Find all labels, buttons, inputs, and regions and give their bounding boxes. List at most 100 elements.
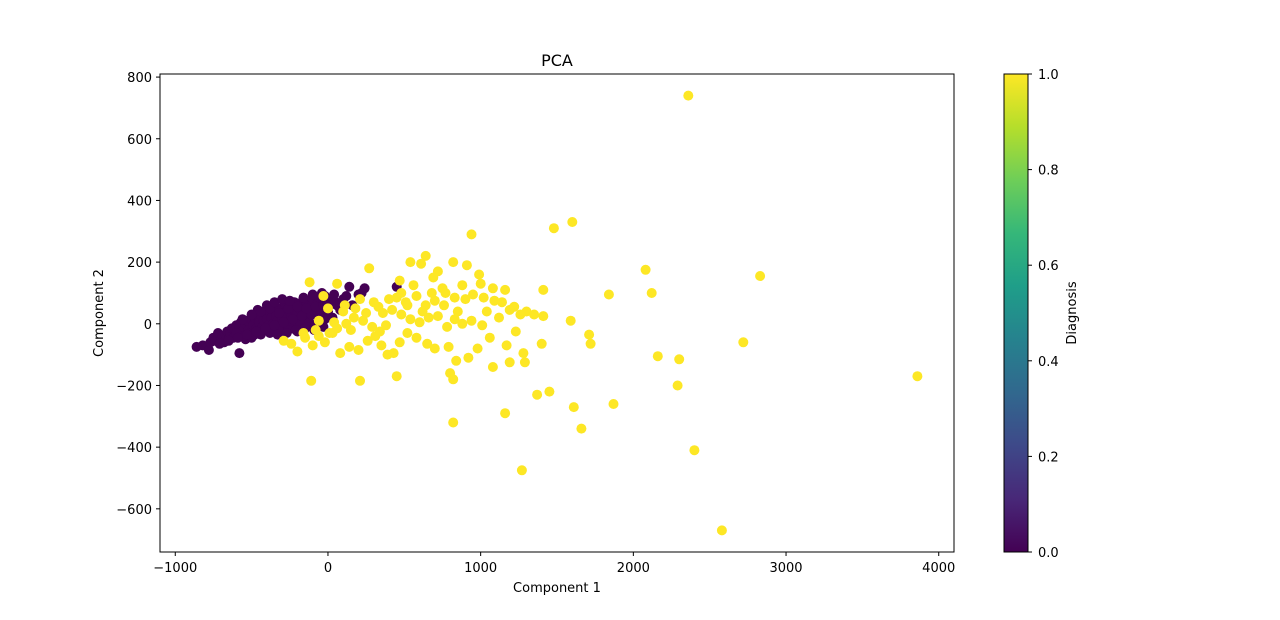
scatter-point — [402, 328, 413, 338]
scatter-point — [538, 311, 549, 322]
scatter-point — [912, 371, 923, 382]
scatter-point — [255, 306, 266, 317]
scatter-point — [319, 337, 330, 348]
scatter-point — [344, 341, 355, 352]
points-layer — [191, 90, 923, 536]
scatter-point — [442, 321, 453, 332]
scatter-point — [448, 257, 459, 268]
scatter-point — [603, 289, 614, 300]
scatter-point — [472, 343, 483, 354]
colorbar-tick-label: 0.2 — [1038, 450, 1059, 465]
scatter-point — [329, 317, 340, 328]
chart-title: PCA — [541, 51, 573, 70]
scatter-point — [292, 346, 303, 357]
scatter-point — [341, 318, 352, 329]
scatter-point — [443, 341, 454, 352]
scatter-point — [278, 317, 289, 328]
scatter-point — [544, 386, 555, 397]
colorbar-tick-label: 0.0 — [1038, 546, 1059, 561]
scatter-point — [449, 314, 460, 325]
y-axis-label: Component 2 — [92, 269, 107, 357]
scatter-point — [405, 257, 416, 268]
scatter-point — [423, 312, 434, 323]
scatter-point — [451, 355, 462, 366]
scatter-point — [408, 280, 419, 291]
scatter-point — [361, 308, 372, 318]
scatter-point — [313, 315, 324, 326]
scatter-point — [332, 278, 343, 289]
scatter-point — [738, 337, 749, 348]
scatter-point — [277, 294, 288, 305]
scatter-point — [237, 314, 248, 325]
scatter-point — [452, 306, 463, 317]
scatter-point — [251, 326, 262, 337]
scatter-point — [518, 348, 529, 359]
scatter-point — [358, 315, 369, 326]
scatter-point — [304, 277, 315, 288]
scatter-point — [278, 335, 289, 346]
scatter-point — [500, 408, 511, 419]
scatter-point — [391, 371, 402, 382]
x-tick-label: 4000 — [922, 561, 955, 576]
scatter-point — [298, 328, 309, 338]
scatter-point — [416, 258, 427, 269]
scatter-point — [501, 340, 512, 351]
scatter-point — [536, 338, 547, 349]
scatter-point — [223, 335, 234, 346]
scatter-point — [272, 329, 283, 340]
scatter-point — [402, 300, 413, 311]
scatter-point — [484, 332, 495, 343]
scatter-point — [306, 375, 317, 386]
scatter-point — [538, 284, 549, 295]
scatter-point — [344, 281, 355, 292]
scatter-point — [515, 309, 526, 320]
scatter-point — [504, 357, 515, 368]
scatter-point — [260, 323, 271, 334]
scatter-point — [329, 289, 340, 300]
scatter-point — [532, 389, 543, 400]
y-tick-label: 600 — [127, 133, 152, 148]
scatter-point — [242, 329, 252, 340]
y-tick-label: −400 — [116, 441, 152, 456]
scatter-point — [420, 250, 431, 261]
scatter-point — [330, 297, 341, 308]
scatter-point — [716, 525, 727, 536]
scatter-point — [307, 340, 318, 351]
scatter-point — [497, 297, 507, 308]
scatter-point — [674, 354, 685, 365]
scatter-point — [298, 292, 309, 303]
scatter-point — [232, 332, 243, 343]
scatter-point — [367, 321, 378, 332]
scatter-point — [449, 292, 460, 303]
scatter-point — [307, 289, 318, 300]
scatter-point — [487, 283, 498, 294]
scatter-point — [565, 315, 576, 326]
x-axis-label: Component 1 — [513, 581, 601, 596]
scatter-point — [283, 303, 294, 314]
scatter-point — [353, 345, 364, 355]
colorbar-tick-label: 0.6 — [1038, 259, 1059, 274]
scatter-point — [475, 278, 486, 289]
scatter-point — [584, 329, 595, 340]
x-tick-label: −1000 — [153, 561, 197, 576]
scatter-point — [405, 314, 416, 325]
scatter-point — [234, 348, 245, 359]
scatter-point — [489, 295, 500, 306]
scatter-point — [477, 320, 488, 331]
scatter-point — [755, 271, 766, 281]
scatter-point — [374, 326, 385, 337]
x-axis-ticks: −1000 0 1000 2000 3000 4000 — [153, 552, 955, 576]
scatter-point — [510, 326, 521, 337]
scatter-point — [461, 260, 472, 271]
scatter-point — [519, 357, 530, 368]
scatter-point — [318, 291, 329, 301]
scatter-point — [310, 325, 321, 335]
x-tick-label: 0 — [324, 561, 332, 576]
scatter-point — [426, 288, 437, 298]
scatter-point — [440, 288, 451, 298]
scatter-point — [429, 295, 440, 306]
y-tick-label: 0 — [144, 318, 152, 333]
scatter-point — [203, 345, 214, 355]
scatter-point — [376, 340, 387, 351]
scatter-point — [422, 338, 433, 349]
